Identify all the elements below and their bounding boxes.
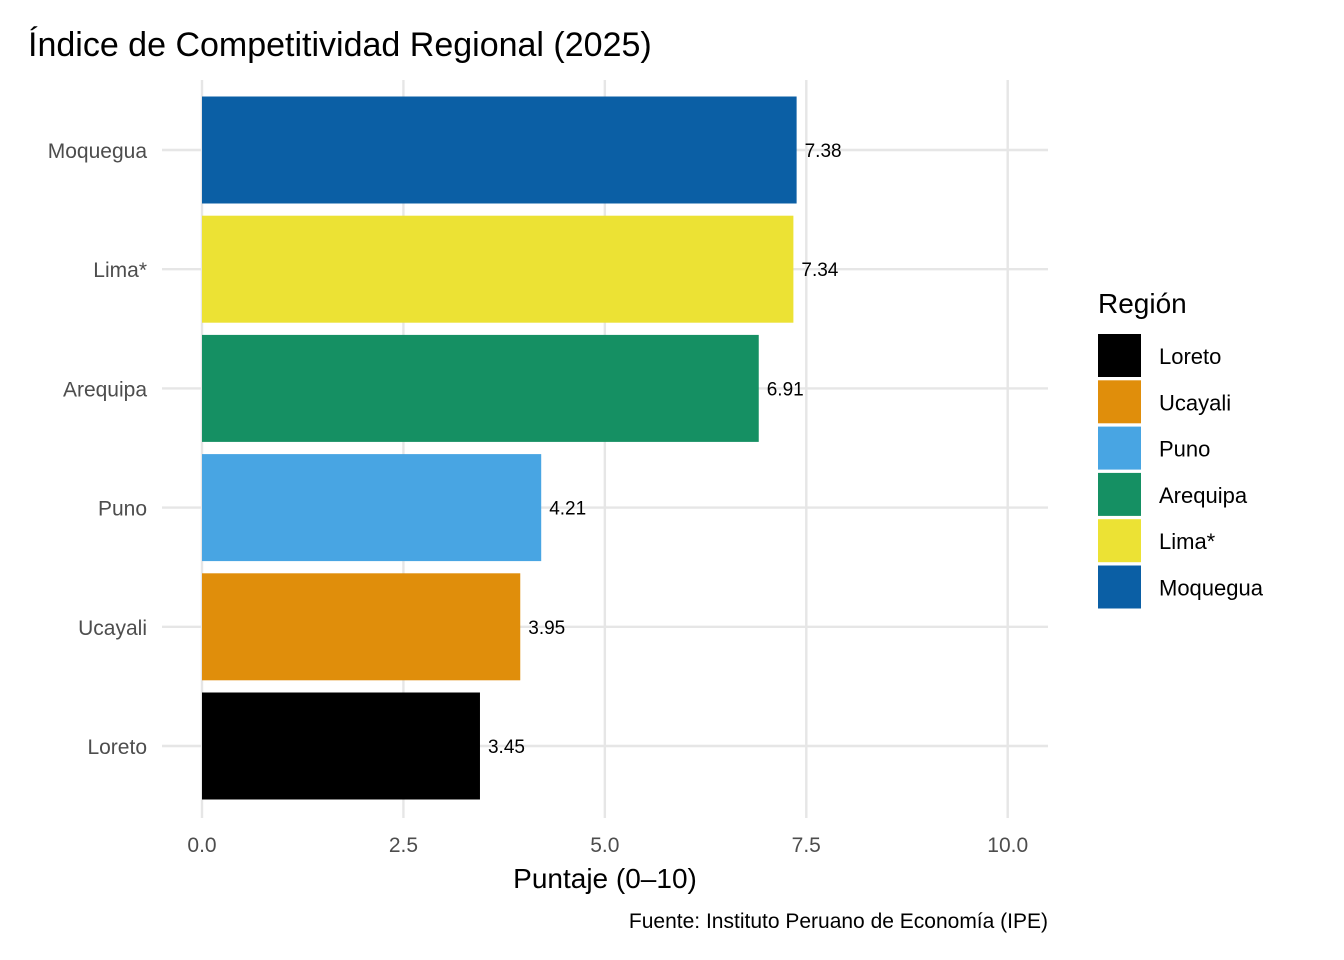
value-label: 7.38: [805, 141, 842, 162]
legend-label: Ucayali: [1159, 390, 1231, 415]
legend-label: Puno: [1159, 437, 1210, 462]
bar-moquegua: [202, 96, 797, 204]
y-tick-label: Puno: [98, 498, 147, 521]
legend-label: Loreto: [1159, 344, 1221, 369]
bars: [202, 96, 797, 800]
bar-puno: [202, 454, 542, 562]
y-tick-label: Moquegua: [48, 140, 148, 163]
value-label: 7.34: [801, 260, 838, 281]
value-labels: 7.38 7.34 6.91 4.21 3.95 3.45: [488, 141, 842, 758]
y-tick-label: Arequipa: [63, 378, 147, 401]
y-axis-tick-labels: Moquegua Lima* Arequipa Puno Ucayali Loreto: [48, 140, 148, 759]
value-label: 6.91: [767, 379, 804, 400]
legend-swatch: [1098, 380, 1141, 424]
x-tick-label: 10.0: [987, 834, 1028, 857]
x-tick-label: 0.0: [187, 834, 216, 857]
legend-label: Arequipa: [1159, 483, 1248, 508]
legend-label: Lima*: [1159, 529, 1216, 554]
x-tick-label: 5.0: [590, 834, 619, 857]
legend-swatch: [1098, 519, 1141, 563]
bar-ucayali: [202, 573, 521, 681]
legend-swatch: [1098, 565, 1141, 609]
value-label: 3.45: [488, 737, 525, 758]
legend-title: Región: [1098, 288, 1187, 319]
x-tick-label: 2.5: [389, 834, 418, 857]
legend-swatch: [1098, 472, 1141, 516]
bar-arequipa: [202, 334, 759, 442]
x-axis-tick-labels: 0.0 2.5 5.0 7.5 10.0: [187, 834, 1028, 857]
bar-lima: [202, 215, 794, 323]
y-tick-label: Loreto: [87, 736, 147, 759]
x-axis-title: Puntaje (0–10): [513, 863, 697, 894]
x-tick-label: 7.5: [792, 834, 821, 857]
value-label: 4.21: [549, 499, 586, 520]
legend-label: Moquegua: [1159, 576, 1264, 601]
legend-swatch: [1098, 426, 1141, 470]
y-tick-label: Lima*: [93, 259, 147, 282]
bar-loreto: [202, 692, 480, 800]
value-label: 3.95: [528, 618, 565, 639]
y-tick-label: Ucayali: [78, 617, 147, 640]
legend: Región Loreto Ucayali Puno Arequipa Lima* Moq…: [1098, 288, 1264, 609]
chart-caption: Fuente: Instituto Peruano de Economía (I…: [629, 910, 1048, 933]
chart-title: Índice de Competitividad Regional (2025): [28, 26, 652, 64]
legend-swatch: [1098, 334, 1141, 377]
legend-items: Loreto Ucayali Puno Arequipa Lima* Moquegua: [1098, 334, 1264, 609]
